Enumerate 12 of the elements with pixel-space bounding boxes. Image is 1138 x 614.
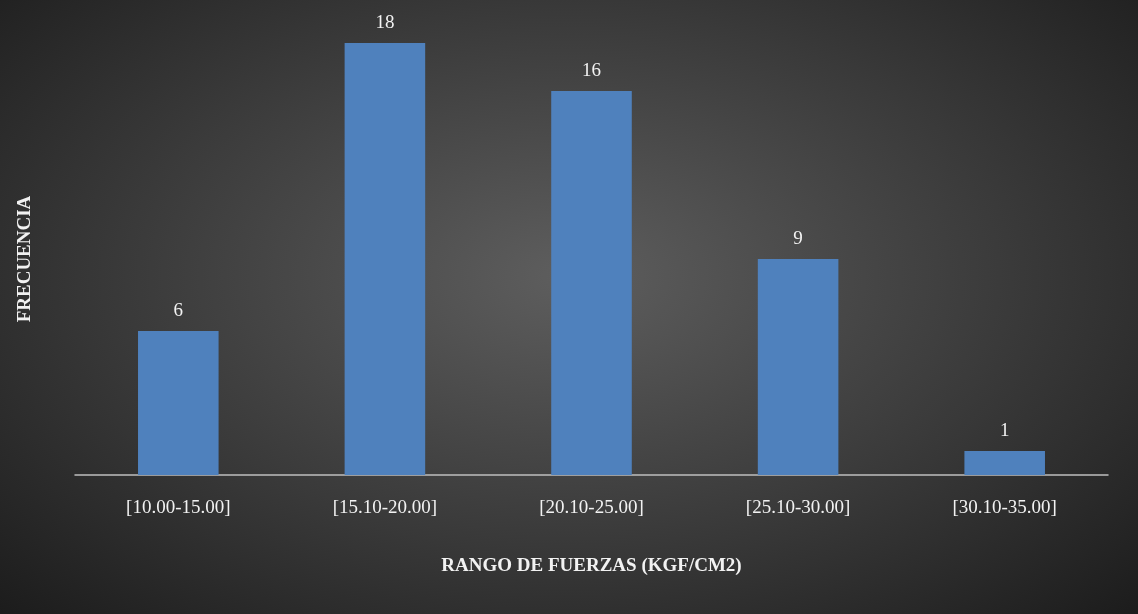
x-axis-title: RANGO DE FUERZAS (KGF/CM2) — [441, 554, 742, 576]
data-label: 6 — [173, 299, 184, 320]
x-tick-label: [15.10-20.00] — [332, 496, 438, 517]
data-label: 1 — [999, 419, 1010, 440]
x-tick-label: [30.10-35.00] — [952, 496, 1057, 517]
data-label: 18 — [375, 11, 395, 32]
data-label: 16 — [582, 59, 601, 80]
x-tick-label: [20.10-25.00] — [539, 496, 644, 517]
y-axis-title: FRECUENCIA — [13, 195, 34, 323]
x-tick-label: [10.00-15.00] — [126, 496, 231, 517]
data-label: 9 — [793, 227, 803, 248]
x-tick-label: [25.10-30.00] — [745, 496, 851, 517]
